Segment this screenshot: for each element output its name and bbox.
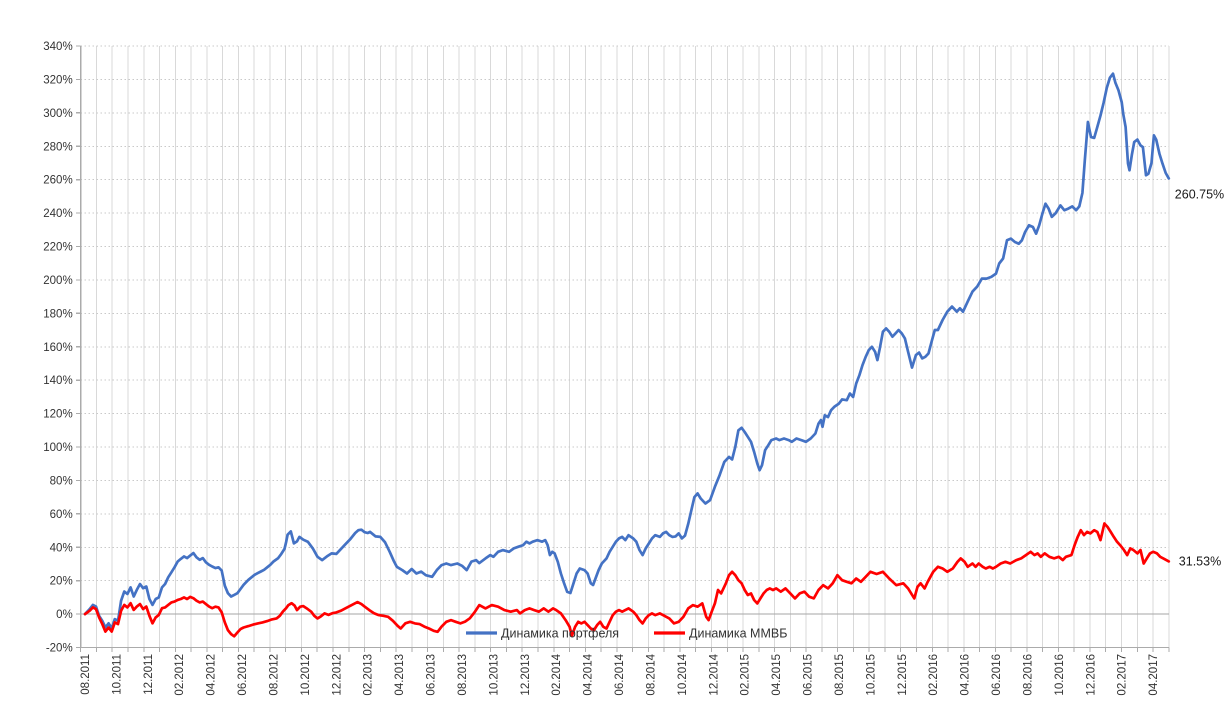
x-axis-tick-label: 10.2013: [488, 654, 500, 696]
x-axis-tick-label: 04.2017: [1148, 654, 1160, 696]
y-axis-tick-label: -20%: [46, 643, 73, 655]
y-axis-tick-label: 320%: [43, 74, 72, 86]
legend: Динамика портфеля Динамика ММВБ: [466, 627, 787, 641]
y-axis-tick-label: 120%: [43, 409, 72, 421]
y-axis-tick-label: 220%: [43, 242, 72, 254]
x-axis-tick-label: 04.2014: [583, 653, 595, 695]
x-axis-tick-label: 08.2014: [645, 653, 657, 695]
x-axis-tick-label: 04.2015: [771, 654, 783, 696]
x-axis-tick-label: 12.2014: [708, 653, 720, 695]
y-axis-tick-label: 100%: [43, 442, 72, 454]
x-axis-tick-label: 06.2016: [991, 654, 1003, 696]
y-axis-tick-label: 340%: [43, 41, 72, 53]
y-axis-tick-label: 260%: [43, 175, 72, 187]
x-axis-tick-label: 06.2015: [803, 654, 815, 696]
x-axis-tick-label: 08.2011: [80, 654, 92, 695]
x-axis-tick-label: 02.2017: [1117, 654, 1129, 696]
y-axis-tick-label: 0%: [56, 609, 73, 621]
y-axis-tick-label: 240%: [43, 208, 72, 220]
legend-label-micex: Динамика ММВБ: [689, 627, 787, 641]
x-axis-tick-label: 10.2015: [865, 654, 877, 696]
x-axis-tick-label: 06.2014: [614, 653, 626, 695]
micex-end-value-label: 31.53%: [1179, 554, 1221, 568]
x-axis-tick-label: 10.2012: [300, 654, 312, 696]
y-axis-tick-label: 60%: [50, 509, 73, 521]
x-axis-tick-label: 06.2013: [426, 654, 438, 696]
y-axis-tick-label: 140%: [43, 375, 72, 387]
x-axis-tick-label: 10.2011: [111, 654, 123, 695]
y-axis-tick-label: 20%: [50, 576, 73, 588]
x-axis-tick-label: 02.2016: [928, 654, 940, 696]
x-axis-tick-label: 04.2012: [206, 654, 218, 696]
x-axis-tick-label: 08.2015: [834, 654, 846, 696]
y-axis-tick-label: 80%: [50, 475, 73, 487]
x-axis-tick-label: 12.2015: [897, 654, 909, 696]
x-axis-tick-label: 10.2016: [1054, 654, 1066, 696]
x-axis-tick-label: 12.2011: [143, 654, 155, 695]
x-axis-tick-label: 08.2012: [268, 654, 280, 696]
x-axis-tick-label: 04.2016: [960, 654, 972, 696]
x-axis-tick-label: 12.2016: [1085, 654, 1097, 696]
micex-line: [83, 522, 1171, 638]
x-axis-tick-label: 06.2012: [237, 654, 249, 696]
x-axis-tick-label: 02.2012: [174, 654, 186, 696]
portfolio-line: [83, 72, 1171, 630]
y-axis-tick-label: 160%: [43, 342, 72, 354]
y-axis-tick-label: 180%: [43, 308, 72, 320]
x-axis-tick-label: 08.2016: [1022, 654, 1034, 696]
x-axis-tick-label: 02.2015: [740, 654, 752, 696]
x-axis-tick-label: 12.2013: [520, 654, 532, 696]
x-axis-tick-label: 02.2013: [363, 654, 375, 696]
portfolio-end-value-label: 260.75%: [1175, 187, 1224, 201]
y-axis-tick-label: 40%: [50, 542, 73, 554]
y-axis-tick-label: 200%: [43, 275, 72, 287]
x-axis-tick-label: 12.2012: [331, 654, 343, 696]
y-axis-tick-label: 280%: [43, 141, 72, 153]
x-axis-tick-label: 04.2013: [394, 654, 406, 696]
y-axis-tick-label: 300%: [43, 108, 72, 120]
legend-label-portfolio: Динамика портфеля: [501, 627, 619, 641]
x-axis-tick-label: 08.2013: [457, 654, 469, 696]
x-axis-tick-label: 10.2014: [677, 653, 689, 695]
x-axis-tick-label: 02.2014: [551, 653, 563, 695]
